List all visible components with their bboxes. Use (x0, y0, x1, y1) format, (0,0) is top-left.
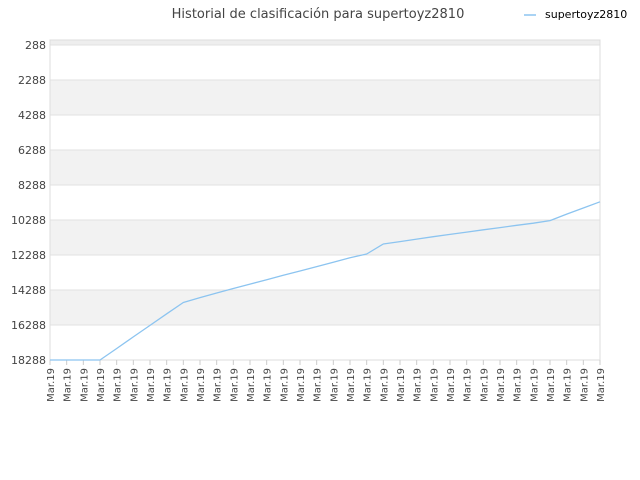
chart-legend: supertoyz2810 (524, 8, 627, 21)
x-tick-label: Mar.19 (146, 368, 157, 402)
x-tick-label: Mar.19 (496, 368, 507, 402)
y-tick-label: 12288 (11, 249, 46, 262)
x-tick-label: Mar.19 (479, 368, 490, 402)
grid-band (50, 290, 600, 325)
legend-series-name: supertoyz2810 (545, 8, 627, 21)
grid-band (50, 325, 600, 360)
y-tick-label: 16288 (11, 319, 46, 332)
x-tick-label: Mar.19 (263, 368, 274, 402)
x-tick-label: Mar.19 (313, 368, 324, 402)
x-tick-label: Mar.19 (179, 368, 190, 402)
x-tick-label: Mar.19 (429, 368, 440, 402)
x-tick-label: Mar.19 (563, 368, 574, 402)
x-tick-label: Mar.19 (596, 368, 607, 402)
x-tick-label: Mar.19 (113, 368, 124, 402)
series-line-supertoyz2810 (50, 201, 601, 361)
grid-band (50, 255, 600, 290)
x-tick-label: Mar.19 (296, 368, 307, 402)
x-tick-label: Mar.19 (463, 368, 474, 402)
grid-band (50, 80, 600, 115)
x-tick-label: Mar.19 (129, 368, 140, 402)
y-tick-label: 288 (25, 39, 46, 52)
x-tick-label: Mar.19 (413, 368, 424, 402)
y-tick-label: 2288 (18, 74, 46, 87)
x-tick-label: Mar.19 (46, 368, 57, 402)
x-tick-label: Mar.19 (379, 368, 390, 402)
plot-top-margin (50, 40, 600, 45)
x-tick-label: Mar.19 (546, 368, 557, 402)
x-tick-label: Mar.19 (229, 368, 240, 402)
y-tick-label: 4288 (18, 109, 46, 122)
x-tick-label: Mar.19 (196, 368, 207, 402)
x-tick-label: Mar.19 (446, 368, 457, 402)
x-tick-label: Mar.19 (279, 368, 290, 402)
x-tick-label: Mar.19 (329, 368, 340, 402)
grid-band (50, 150, 600, 185)
x-tick-label: Mar.19 (363, 368, 374, 402)
x-tick-label: Mar.19 (529, 368, 540, 402)
y-tick-label: 18288 (11, 354, 46, 367)
x-tick-label: Mar.19 (96, 368, 107, 402)
plot-area: 288 2288 4288 6288 8288 10288 12288 14288 16288 1… (11, 39, 607, 402)
y-tick-label: 6288 (18, 144, 46, 157)
chart-title: Historial de clasificación para supertoy… (172, 7, 465, 22)
y-tick-label: 10288 (11, 214, 46, 227)
y-tick-label: 8288 (18, 179, 46, 192)
x-tick-label: Mar.19 (396, 368, 407, 402)
x-tick-label: Mar.19 (79, 368, 90, 402)
x-tick-label: Mar.19 (213, 368, 224, 402)
x-tick-label: Mar.19 (346, 368, 357, 402)
x-tick-label: Mar.19 (163, 368, 174, 402)
x-tick-label: Mar.19 (246, 368, 257, 402)
x-tick-label: Mar.19 (63, 368, 74, 402)
x-tick-label: Mar.19 (579, 368, 590, 402)
y-tick-label: 14288 (11, 284, 46, 297)
x-tick-label: Mar.19 (513, 368, 524, 402)
plot-border (49, 39, 601, 361)
grid-band (50, 185, 600, 220)
grid-band (50, 45, 600, 80)
grid-band (50, 115, 600, 150)
